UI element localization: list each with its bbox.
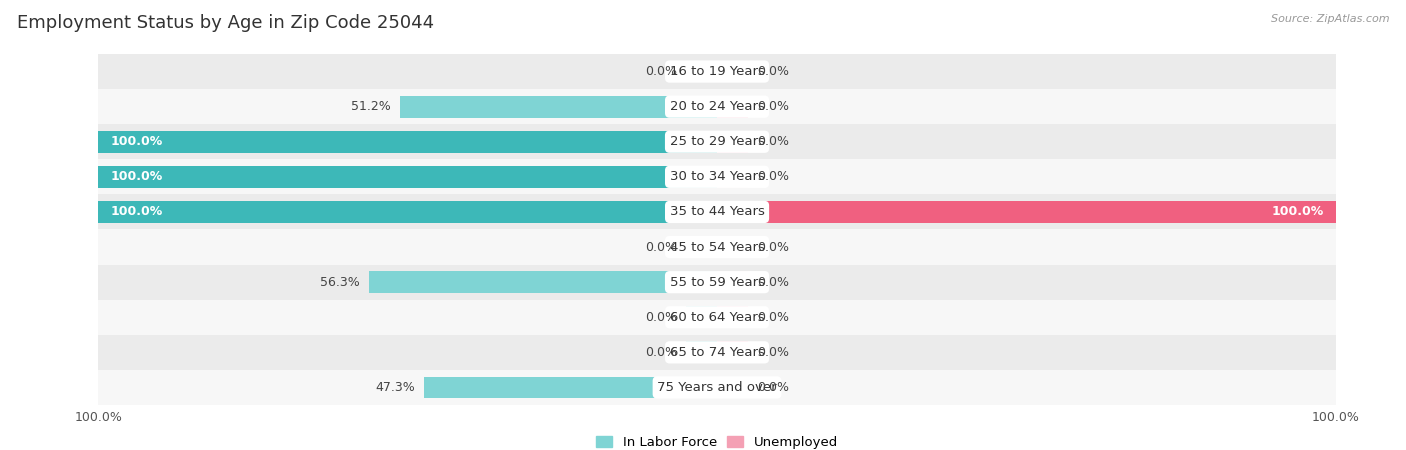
Bar xyxy=(98,124,1336,159)
Text: 45 to 54 Years: 45 to 54 Years xyxy=(669,241,765,253)
Bar xyxy=(401,96,717,117)
Bar xyxy=(717,131,748,153)
Text: 0.0%: 0.0% xyxy=(758,135,789,148)
Bar xyxy=(717,377,748,398)
Text: 0.0%: 0.0% xyxy=(758,311,789,324)
Text: 0.0%: 0.0% xyxy=(758,241,789,253)
Text: 60 to 64 Years: 60 to 64 Years xyxy=(669,311,765,324)
Bar xyxy=(98,54,1336,89)
Text: 65 to 74 Years: 65 to 74 Years xyxy=(669,346,765,359)
Bar xyxy=(717,96,748,117)
Bar xyxy=(98,335,1336,370)
Bar xyxy=(717,166,748,188)
Text: 0.0%: 0.0% xyxy=(645,311,676,324)
Bar xyxy=(98,131,717,153)
Bar xyxy=(717,61,748,82)
Text: Employment Status by Age in Zip Code 25044: Employment Status by Age in Zip Code 250… xyxy=(17,14,434,32)
Text: 0.0%: 0.0% xyxy=(758,100,789,113)
Text: 35 to 44 Years: 35 to 44 Years xyxy=(669,206,765,218)
Text: 0.0%: 0.0% xyxy=(758,346,789,359)
Text: Source: ZipAtlas.com: Source: ZipAtlas.com xyxy=(1271,14,1389,23)
Text: 0.0%: 0.0% xyxy=(758,65,789,78)
Text: 47.3%: 47.3% xyxy=(375,381,415,394)
Bar xyxy=(98,159,1336,194)
Bar xyxy=(98,265,1336,300)
Bar xyxy=(425,377,717,398)
Text: 0.0%: 0.0% xyxy=(645,65,676,78)
Text: 16 to 19 Years: 16 to 19 Years xyxy=(669,65,765,78)
Bar xyxy=(98,89,1336,124)
Bar xyxy=(368,271,717,293)
Text: 0.0%: 0.0% xyxy=(645,241,676,253)
Text: 0.0%: 0.0% xyxy=(758,276,789,288)
Text: 100.0%: 100.0% xyxy=(111,206,163,218)
Bar xyxy=(717,201,1336,223)
Bar xyxy=(98,370,1336,405)
Bar xyxy=(98,201,717,223)
Bar xyxy=(98,166,717,188)
Bar xyxy=(686,236,717,258)
Bar xyxy=(98,194,1336,230)
Text: 100.0%: 100.0% xyxy=(111,171,163,183)
Text: 75 Years and over: 75 Years and over xyxy=(657,381,778,394)
Text: 0.0%: 0.0% xyxy=(758,381,789,394)
Bar xyxy=(717,342,748,363)
Text: 51.2%: 51.2% xyxy=(352,100,391,113)
Text: 25 to 29 Years: 25 to 29 Years xyxy=(669,135,765,148)
Text: 0.0%: 0.0% xyxy=(758,171,789,183)
Text: 20 to 24 Years: 20 to 24 Years xyxy=(669,100,765,113)
Bar xyxy=(717,236,748,258)
Bar xyxy=(717,306,748,328)
Bar xyxy=(686,61,717,82)
Bar xyxy=(98,230,1336,265)
Legend: In Labor Force, Unemployed: In Labor Force, Unemployed xyxy=(591,431,844,450)
Text: 56.3%: 56.3% xyxy=(319,276,360,288)
Text: 30 to 34 Years: 30 to 34 Years xyxy=(669,171,765,183)
Bar xyxy=(686,342,717,363)
Bar xyxy=(98,300,1336,335)
Text: 100.0%: 100.0% xyxy=(111,135,163,148)
Text: 0.0%: 0.0% xyxy=(645,346,676,359)
Bar xyxy=(717,271,748,293)
Text: 55 to 59 Years: 55 to 59 Years xyxy=(669,276,765,288)
Text: 100.0%: 100.0% xyxy=(1271,206,1323,218)
Bar xyxy=(686,306,717,328)
